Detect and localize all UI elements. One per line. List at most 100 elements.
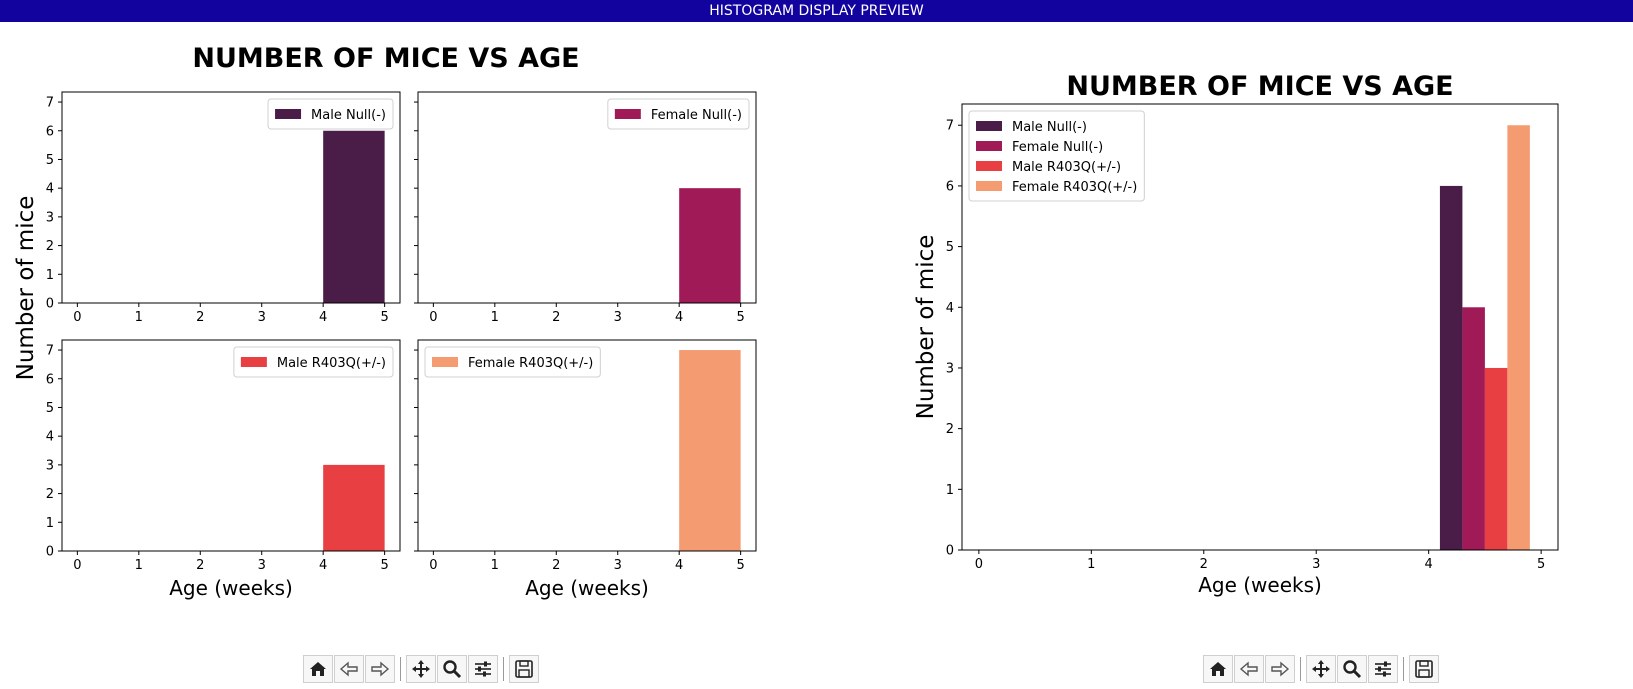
subplot-2-legend-swatch	[615, 109, 641, 119]
save-icon	[1413, 658, 1435, 680]
subplot-4-legend-swatch	[432, 357, 458, 367]
subplot-3-ytick-label: 7	[46, 344, 54, 359]
left-pan-button[interactable]	[406, 655, 436, 683]
window-title-bar: HISTOGRAM DISPLAY PREVIEW	[0, 0, 1633, 22]
right-chart-xtick-label: 3	[1312, 557, 1320, 572]
left-back-button[interactable]	[334, 655, 364, 683]
right-toolbar-separator	[1300, 657, 1301, 681]
subplot-3-xtick-label: 5	[380, 558, 388, 573]
right-chart-xtick-label: 2	[1200, 557, 1208, 572]
right-save-button[interactable]	[1409, 655, 1439, 683]
home-icon	[1207, 658, 1229, 680]
right-back-button[interactable]	[1234, 655, 1264, 683]
right-chart-legend-swatch	[976, 141, 1002, 151]
subplot-3-ytick-label: 5	[46, 401, 54, 416]
right-chart-ytick-label: 3	[946, 361, 954, 376]
right-chart-ytick-label: 5	[946, 240, 954, 255]
subplot-4-xtick-label: 3	[614, 558, 622, 573]
subplot-3-xtick-label: 0	[73, 558, 81, 573]
subplot-2-xtick-label: 1	[491, 310, 499, 325]
subplot-3-bar	[323, 465, 384, 551]
subplot-1-legend-swatch	[275, 109, 301, 119]
pan-icon	[1310, 658, 1332, 680]
subplot-4-xtick-label: 5	[736, 558, 744, 573]
right-pan-button[interactable]	[1306, 655, 1336, 683]
right-chart-ytick-label: 7	[946, 119, 954, 134]
right-chart-legend-swatch	[976, 161, 1002, 171]
right-chart-bar-2	[1462, 307, 1484, 550]
right-forward-button[interactable]	[1265, 655, 1295, 683]
subplot-1-ytick-label: 6	[46, 124, 54, 139]
subplot-2-xtick-label: 3	[614, 310, 622, 325]
right-chart-bar-1	[1440, 186, 1462, 550]
right-configure-button[interactable]	[1368, 655, 1398, 683]
right-toolbar-separator	[1403, 657, 1404, 681]
subplot-1-xtick-label: 5	[380, 310, 388, 325]
right-zoom-button[interactable]	[1337, 655, 1367, 683]
subplot-2-xtick-label: 5	[736, 310, 744, 325]
subplot-1-ytick-label: 2	[46, 239, 54, 254]
subplot-1-ytick-label: 7	[46, 96, 54, 111]
subplot-1-bar	[323, 131, 384, 303]
right-chart-ytick-label: 6	[946, 179, 954, 194]
right-chart-ytick-label: 4	[946, 301, 954, 316]
left-toolbar-separator	[400, 657, 401, 681]
left-home-button[interactable]	[303, 655, 333, 683]
subplot-3-ytick-label: 6	[46, 372, 54, 387]
right-chart-title: NUMBER OF MICE VS AGE	[1066, 71, 1453, 102]
nav-toolbar-left	[303, 655, 540, 683]
back-icon	[1238, 658, 1260, 680]
right-chart-xtick-label: 5	[1537, 557, 1545, 572]
home-icon	[307, 658, 329, 680]
subplot-4-xtick-label: 4	[675, 558, 683, 573]
window-title: HISTOGRAM DISPLAY PREVIEW	[709, 3, 924, 19]
right-chart-ylabel: Number of mice	[913, 235, 939, 420]
subplot-4-bar	[679, 350, 740, 551]
subplot-3-xlabel: Age (weeks)	[169, 576, 293, 600]
right-chart-bar-3	[1485, 368, 1507, 550]
subplot-2-xtick-label: 4	[675, 310, 683, 325]
right-chart-legend-swatch	[976, 181, 1002, 191]
subplot-1-legend-label: Male Null(-)	[311, 108, 386, 123]
subplot-3-ytick-label: 3	[46, 458, 54, 473]
subplot-3-xtick-label: 3	[258, 558, 266, 573]
subplot-1-xtick-label: 0	[73, 310, 81, 325]
subplot-1-ytick-label: 4	[46, 182, 54, 197]
subplot-3-xtick-label: 4	[319, 558, 327, 573]
subplot-4-xtick-label: 2	[552, 558, 560, 573]
back-icon	[338, 658, 360, 680]
right-chart-ytick-label: 2	[946, 422, 954, 437]
save-icon	[513, 658, 535, 680]
right-chart-legend-label: Male R403Q(+/-)	[1012, 160, 1121, 175]
nav-toolbar-right	[1203, 655, 1440, 683]
configure-icon	[472, 658, 494, 680]
subplot-3-xtick-label: 2	[196, 558, 204, 573]
left-save-button[interactable]	[509, 655, 539, 683]
left-forward-button[interactable]	[365, 655, 395, 683]
subplot-3-ytick-label: 4	[46, 430, 54, 445]
right-chart-xtick-label: 1	[1087, 557, 1095, 572]
subplot-2-bar	[679, 188, 740, 303]
subplot-1-ytick-label: 5	[46, 153, 54, 168]
subplot-1-ytick-label: 3	[46, 210, 54, 225]
subplot-3-legend-swatch	[241, 357, 267, 367]
right-chart-ytick-label: 0	[946, 544, 954, 559]
right-chart-legend-label: Male Null(-)	[1012, 120, 1087, 135]
subplot-2-legend-label: Female Null(-)	[651, 108, 742, 123]
subplot-4-xtick-label: 1	[491, 558, 499, 573]
zoom-icon	[1341, 658, 1363, 680]
figure-canvas: NUMBER OF MICE VS AGE Number of mice 0 1 2 3 4…	[0, 22, 1633, 655]
right-home-button[interactable]	[1203, 655, 1233, 683]
subplot-1-ytick-label: 0	[46, 297, 54, 312]
left-chart-ylabel: Number of mice	[13, 196, 39, 381]
left-configure-button[interactable]	[468, 655, 498, 683]
forward-icon	[1269, 658, 1291, 680]
subplot-3-ytick-label: 0	[46, 545, 54, 560]
subplot-1-ytick-label: 1	[46, 268, 54, 283]
subplot-2-xtick-label: 0	[429, 310, 437, 325]
right-chart-ytick-label: 1	[946, 483, 954, 498]
right-chart-xlabel: Age (weeks)	[1198, 573, 1322, 597]
subplot-1-xtick-label: 1	[135, 310, 143, 325]
left-zoom-button[interactable]	[437, 655, 467, 683]
right-chart-legend-label: Female R403Q(+/-)	[1012, 180, 1137, 195]
